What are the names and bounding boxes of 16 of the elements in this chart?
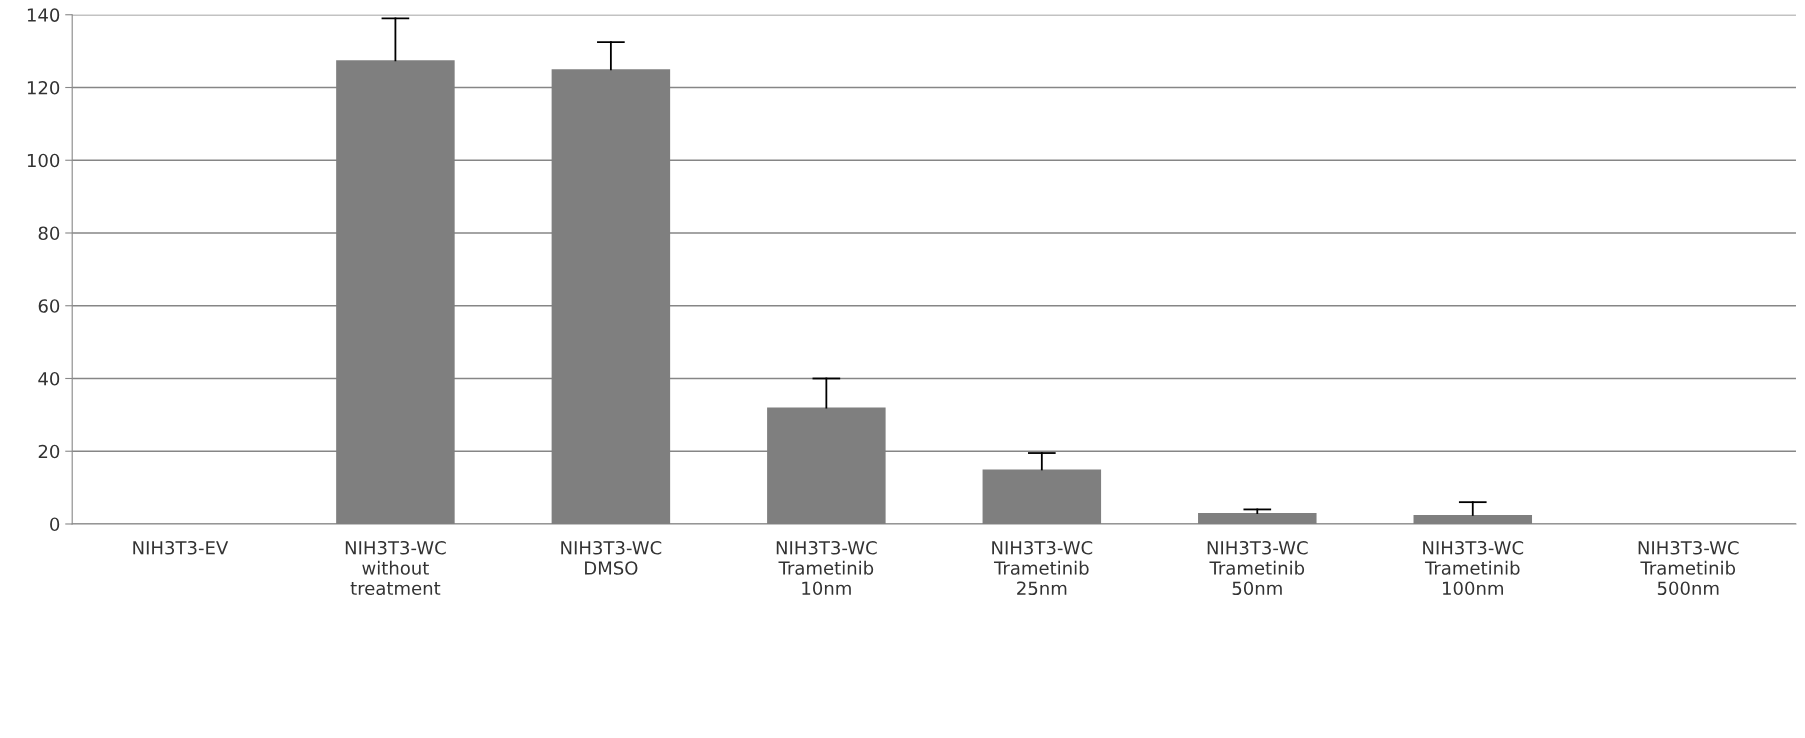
x-tick-label: NIH3T3-WC Trametinib 50nm xyxy=(1207,540,1308,596)
y-tick-label: 20 xyxy=(38,444,60,459)
x-tick-label: NIH3T3-WC Trametinib 10nm xyxy=(776,540,877,596)
x-tick-label: NIH3T3-WC Trametinib 100nm xyxy=(1423,540,1524,596)
x-tick-label: NIH3T3-WC Trametinib 500nm xyxy=(1638,540,1739,596)
x-tick-label: NIH3T3-WC DMSO xyxy=(561,540,662,575)
x-tick-label: NIH3T3-WC without treatment xyxy=(345,540,446,596)
y-tick-label: 100 xyxy=(27,153,60,168)
y-tick-label: 140 xyxy=(27,8,60,22)
x-tick-label: NIH3T3-WC Trametinib 25nm xyxy=(992,540,1093,596)
y-tick-label: 80 xyxy=(38,226,60,241)
x-tick-label: NIH3T3-EV xyxy=(133,540,229,555)
y-tick-label: 40 xyxy=(38,371,60,386)
y-tick-label: 120 xyxy=(27,80,60,95)
y-tick-label: 0 xyxy=(50,517,60,532)
y-tick-label: 60 xyxy=(38,299,60,313)
